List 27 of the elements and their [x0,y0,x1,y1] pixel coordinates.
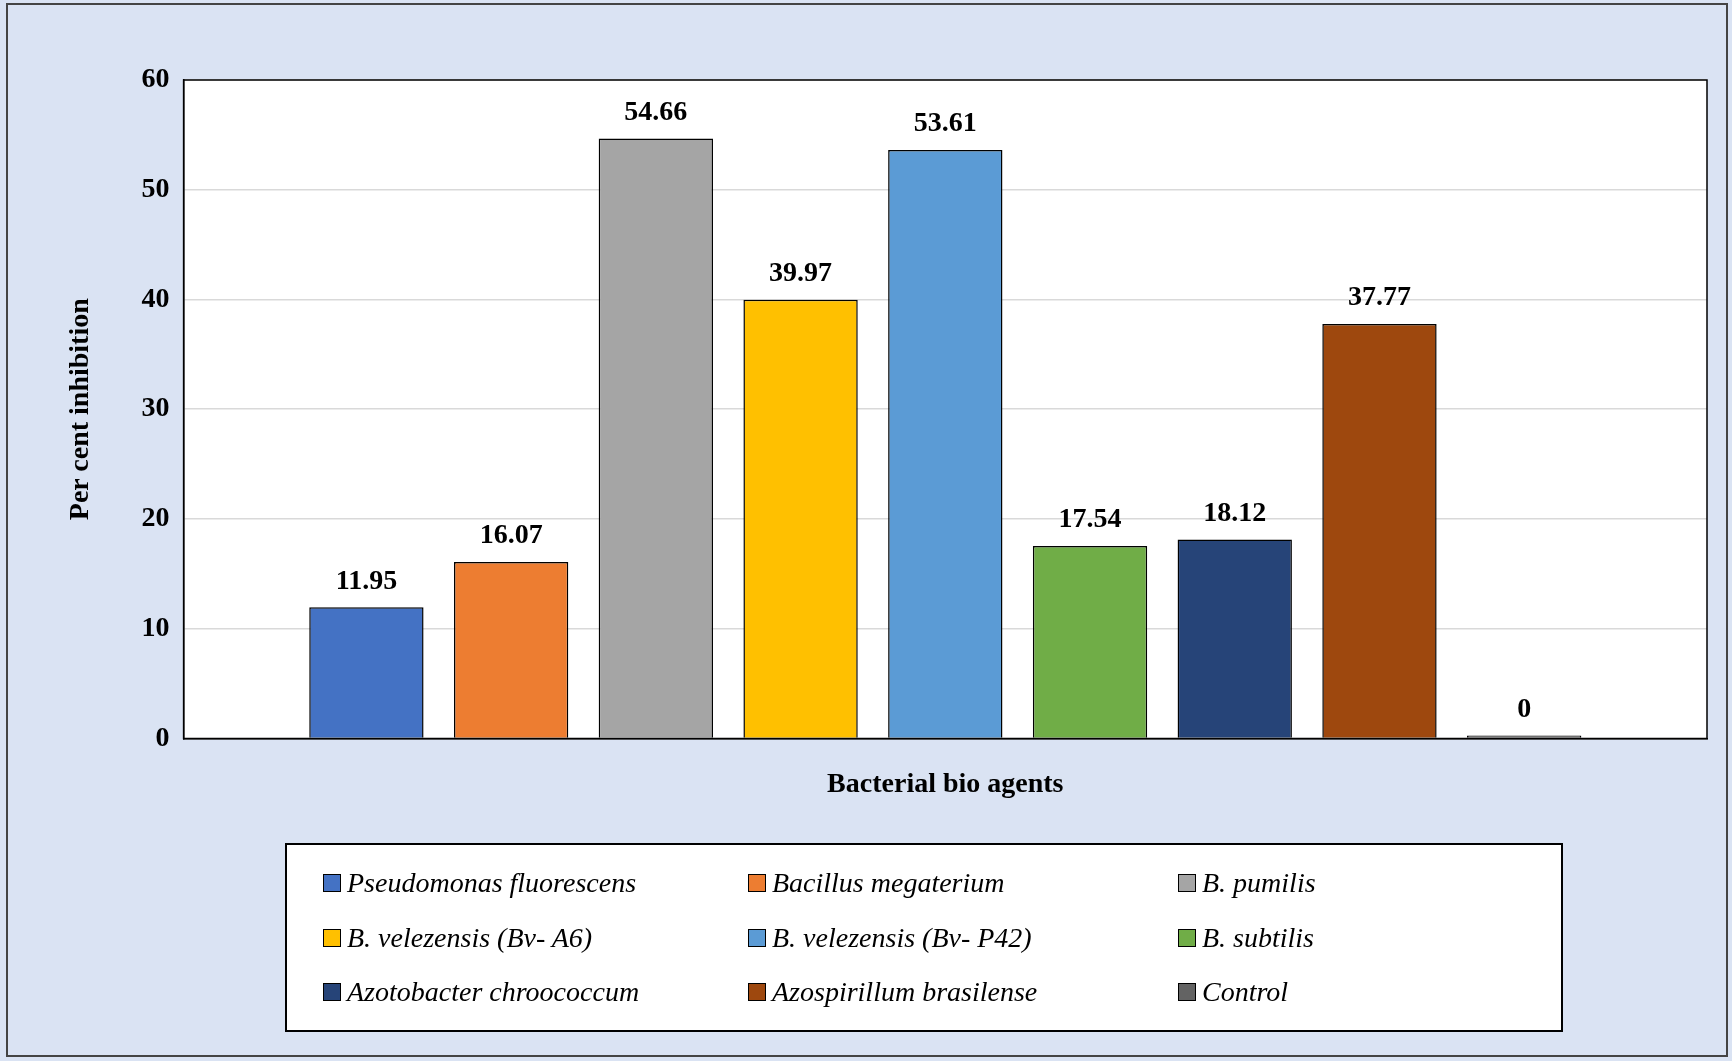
data-label: 54.66 [624,94,688,126]
y-tick-label: 60 [141,62,170,94]
legend-label: B. velezensis (Bv- A6) [347,921,593,954]
data-label: 11.95 [335,563,398,595]
legend-label: B. velezensis (Bv- P42) [772,921,1032,954]
y-axis-title: Per cent inhibition [63,297,95,521]
legend-label: Azotobacter chroococcum [347,975,640,1008]
legend-label: Pseudomonas fluorescens [347,867,637,900]
data-label: 16.07 [479,518,543,550]
legend-label: Azospirillum brasilense [772,975,1038,1008]
y-tick-label: 50 [141,171,170,203]
data-label: 39.97 [769,256,833,288]
legend-label: B. pumilis [1202,867,1316,900]
legend-label: Bacillus megaterium [772,867,1005,900]
y-tick-label: 10 [141,610,170,642]
y-tick-label: 20 [141,501,170,533]
y-tick-label: 40 [141,281,170,313]
legend-label: B. subtilis [1202,921,1315,954]
legend-label: Control [1202,975,1289,1008]
data-label: 17.54 [1058,502,1122,534]
data-label: 37.77 [1347,280,1411,312]
data-label: 0 [1517,691,1532,723]
x-axis-title: Bacterial bio agents [827,767,1064,799]
data-label: 18.12 [1203,495,1267,527]
y-tick-label: 30 [141,391,170,423]
data-label: 53.61 [913,106,977,138]
y-tick-label: 0 [155,720,170,752]
